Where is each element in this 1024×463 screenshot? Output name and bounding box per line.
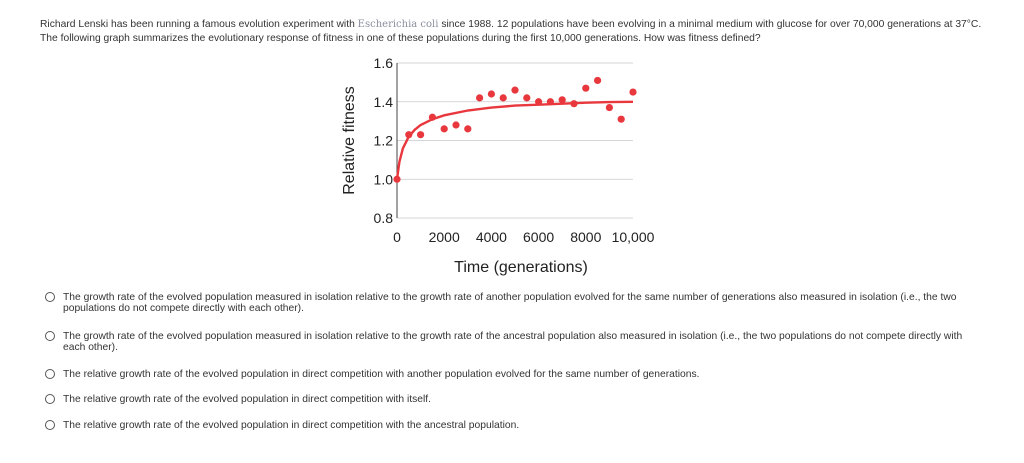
data-point-6	[464, 125, 472, 133]
y-axis-label: Relative fitness	[341, 86, 358, 195]
organism-name: Escherichia coli	[357, 19, 439, 30]
data-point-15	[570, 100, 578, 108]
data-point-20	[629, 88, 637, 96]
data-point-13	[546, 98, 554, 106]
data-point-4	[440, 125, 448, 133]
y-tick-label-4: 1.6	[374, 55, 394, 71]
y-tick-label-0: 0.8	[374, 210, 394, 226]
data-point-9	[499, 94, 507, 102]
data-point-0	[393, 175, 401, 183]
x-tick-label-3: 6000	[523, 229, 554, 245]
data-point-3	[428, 113, 436, 121]
radio-button-2[interactable]	[45, 331, 55, 341]
question-text: Richard Lenski has been running a famous…	[40, 18, 990, 46]
data-point-10	[511, 86, 519, 94]
data-point-18	[605, 103, 613, 112]
data-point-14	[558, 96, 566, 104]
answer-option-4[interactable]: The relative growth rate of the evolved …	[45, 394, 975, 405]
data-point-16	[582, 84, 590, 92]
fitness-chart-svg: 0.8 1.0 1.2 1.4 1.6 0 2000 4000 6000 8000 10,000 Ti…	[341, 55, 655, 276]
answer-option-3-text: The relative growth rate of the evolved …	[63, 369, 700, 380]
radio-button-3[interactable]	[45, 369, 55, 379]
data-point-2	[417, 131, 425, 139]
data-point-8	[487, 90, 495, 98]
radio-button-5[interactable]	[45, 420, 55, 430]
x-tick-label-0: 0	[393, 229, 401, 245]
data-point-7	[476, 94, 484, 102]
x-tick-label-4: 8000	[570, 229, 601, 245]
question-text-before: Richard Lenski has been running a famous…	[40, 19, 358, 30]
answer-option-2-text: The growth rate of the evolved populatio…	[63, 331, 963, 353]
x-tick-label-5: 10,000	[612, 229, 655, 245]
data-point-12	[535, 98, 543, 106]
answer-option-5-text: The relative growth rate of the evolved …	[63, 420, 520, 431]
x-tick-label-2: 4000	[476, 229, 507, 245]
radio-button-1[interactable]	[45, 292, 55, 302]
answer-option-3[interactable]: The relative growth rate of the evolved …	[45, 369, 975, 380]
data-point-19	[617, 115, 625, 123]
data-point-1	[405, 131, 413, 139]
answer-option-5[interactable]: The relative growth rate of the evolved …	[45, 420, 975, 431]
y-tick-label-2: 1.2	[374, 133, 394, 149]
fitness-chart: 0.8 1.0 1.2 1.4 1.6 0 2000 4000 6000 8000 10,000 Ti…	[337, 50, 677, 282]
data-point-5	[452, 121, 460, 129]
x-axis-label: Time (generations)	[454, 259, 588, 276]
x-tick-label-1: 2000	[429, 229, 460, 245]
y-tick-label-1: 1.0	[374, 171, 394, 187]
answer-option-1-text: The growth rate of the evolved populatio…	[63, 292, 957, 314]
answer-option-2[interactable]: The growth rate of the evolved populatio…	[45, 331, 975, 353]
question-text-after: since 1988. 12 populations have been evo…	[40, 19, 982, 44]
data-point-11	[523, 94, 531, 102]
answer-option-1[interactable]: The growth rate of the evolved populatio…	[45, 292, 975, 314]
data-point-17	[594, 76, 602, 85]
y-tick-label-3: 1.4	[374, 94, 394, 110]
answer-option-4-text: The relative growth rate of the evolved …	[63, 394, 432, 405]
radio-button-4[interactable]	[45, 394, 55, 404]
